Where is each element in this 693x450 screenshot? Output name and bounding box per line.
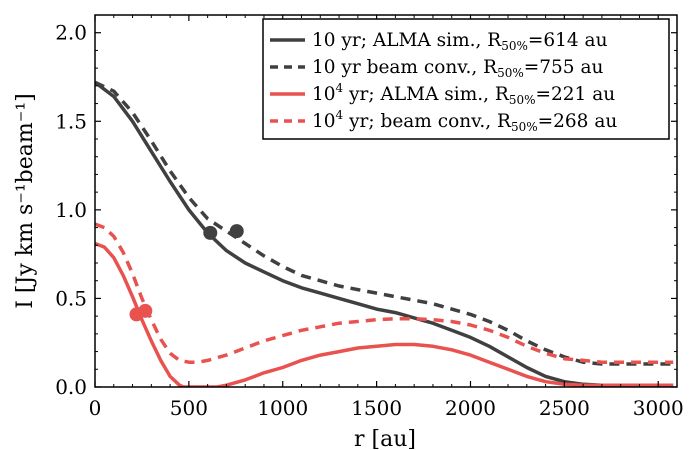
series-marker-4 xyxy=(138,303,153,318)
x-tick-label: 500 xyxy=(170,396,208,420)
x-tick-label: 1000 xyxy=(257,396,308,420)
legend-label-2: 10 yr beam conv., R50%=755 au xyxy=(312,57,603,80)
legend-box xyxy=(262,18,670,140)
x-tick-label: 3000 xyxy=(633,396,684,420)
y-tick-label: 1.5 xyxy=(55,109,87,133)
legend-label-3: 104 yr; ALMA sim., R50%=221 au xyxy=(312,81,615,107)
x-tick-label: 0 xyxy=(89,396,102,420)
series-line-3 xyxy=(95,241,674,387)
x-tick-label: 2000 xyxy=(445,396,496,420)
series-line-2 xyxy=(95,80,674,366)
x-tick-label: 1500 xyxy=(351,396,402,420)
legend: 10 yr; ALMA sim., R50%=614 au 10 yr beam … xyxy=(262,18,670,140)
y-axis-label: I [Jy km s⁻¹beam⁻¹] xyxy=(13,93,38,309)
y-tick-label: 2.0 xyxy=(55,21,87,45)
series-marker-2 xyxy=(229,224,244,239)
y-tick-label: 0.5 xyxy=(55,286,87,310)
legend-label-1: 10 yr; ALMA sim., R50%=614 au xyxy=(312,30,608,53)
x-tick-label: 2500 xyxy=(539,396,590,420)
legend-label-4: 104 yr; beam conv., R50%=268 au xyxy=(312,108,617,134)
x-axis-label: r [au] xyxy=(354,427,416,450)
y-tick-label: 0.0 xyxy=(55,375,87,399)
series-marker-1 xyxy=(203,225,218,240)
plot-frame xyxy=(94,14,678,388)
series-line-4 xyxy=(95,222,674,364)
y-tick-label: 1.0 xyxy=(55,198,87,222)
